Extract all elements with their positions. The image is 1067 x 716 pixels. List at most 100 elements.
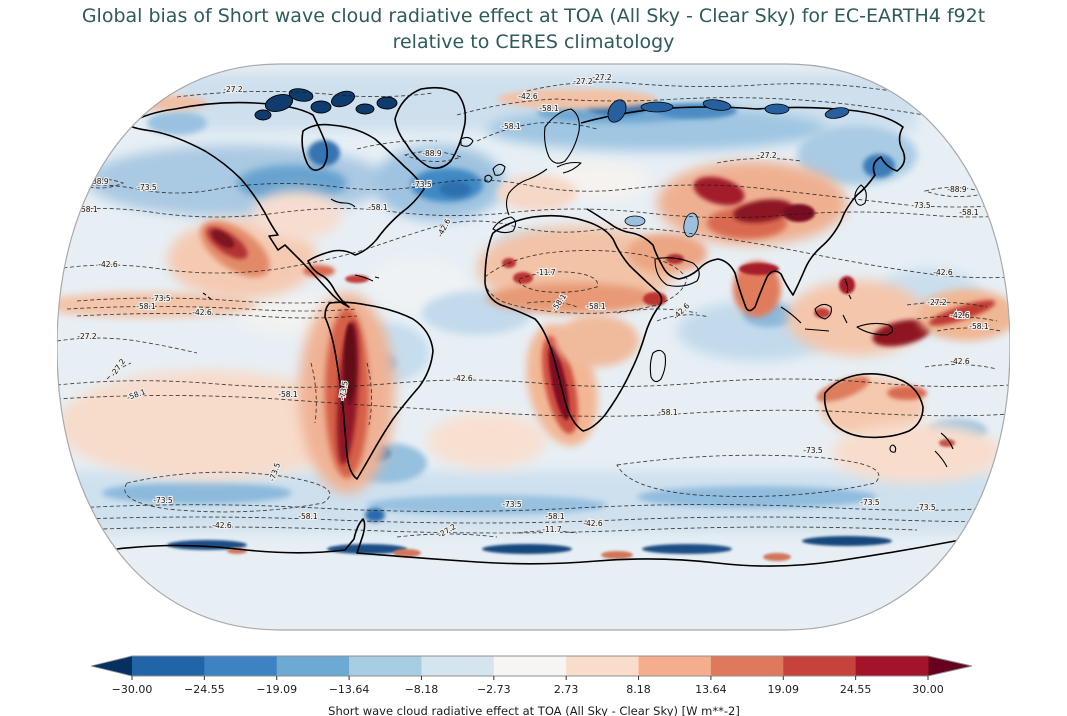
contour-label: -11.7 — [536, 268, 556, 277]
contour-label: -73.5 — [151, 294, 171, 303]
contour-label: -58.1 — [586, 302, 606, 311]
coast-arabia — [654, 257, 700, 287]
colorbar-tick-label: 24.55 — [840, 683, 872, 696]
contour-label: -58.1 — [136, 302, 156, 311]
colorbar: −30.00 −24.55 −19.09 −13.64 −8.18 −2.73 2.73 8.… — [88, 655, 980, 716]
contour-label: -11.7 — [542, 525, 562, 534]
contour-label: -42.6 — [933, 268, 953, 277]
coast-asia — [580, 106, 906, 312]
contour-label: -42.6 — [98, 260, 118, 269]
coast-australia — [823, 373, 924, 439]
contour-label: -27.2 — [77, 332, 97, 341]
contour-label: -73.5 — [916, 503, 936, 512]
siberian-coast-islands — [607, 99, 850, 123]
contour-label: -73.5 — [911, 201, 931, 210]
map-canvas: -27.2-27.2 -27.2-42.6-58.1-58.1-88.9-73.5… — [56, 63, 1011, 631]
coast-scandinavia — [543, 108, 580, 164]
colorbar-tick-label: −2.73 — [477, 683, 511, 696]
coast-greenland — [394, 86, 467, 169]
contour-labels: -27.2-27.2 -27.2-42.6-58.1-58.1-88.9-73.5… — [76, 72, 990, 541]
coast-iceland — [460, 136, 474, 147]
contour-label: -88.9 — [947, 185, 967, 194]
contour-label: -58.1 — [658, 408, 678, 417]
colorbar-tick-label: 2.73 — [554, 683, 579, 696]
colorbar-over-arrow — [928, 656, 972, 676]
colorbar-bin — [710, 656, 784, 676]
coast-antarctica — [57, 518, 1010, 630]
colorbar-bin — [638, 656, 712, 676]
colorbar-tick-label: 30.00 — [912, 683, 944, 696]
colorbar-bin — [349, 656, 422, 676]
contour-label: -27.2 — [757, 151, 777, 160]
colorbar-canvas: −30.00 −24.55 −19.09 −13.64 −8.18 −2.73 2.73 8.… — [90, 655, 973, 696]
colorbar-tick-label: 8.18 — [626, 683, 651, 696]
contour-lines — [57, 81, 1010, 538]
colorbar-label: Short wave cloud radiative effect at TOA… — [328, 704, 740, 716]
contour-label: -42.6 — [950, 357, 970, 366]
colorbar-bin — [855, 656, 929, 676]
coast-maritime-continent — [780, 278, 852, 332]
coast-south-america — [324, 301, 434, 480]
contour-label: -42.6 — [453, 374, 473, 383]
contour-label: -73.5 — [412, 180, 432, 189]
hawaii-islands — [202, 292, 212, 300]
contour-label: -27.2 — [573, 77, 593, 86]
contour-label: -58.1 — [368, 203, 388, 212]
contour-label: -73.5 — [860, 498, 880, 507]
contour-label: -73.5 — [153, 496, 173, 505]
contour-label: -58.1 — [959, 208, 979, 217]
figure-title-line1: Global bias of Short wave cloud radiativ… — [81, 5, 986, 27]
map-frame — [56, 63, 1011, 631]
colorbar-bin — [783, 656, 857, 676]
coast-japan — [854, 184, 867, 206]
contour-label: -58.1 — [545, 512, 565, 521]
contour-label: -42.6 — [518, 92, 538, 101]
coastlines — [57, 86, 1010, 630]
colorbar-tick-label: −8.18 — [405, 683, 439, 696]
colorbar-tick-label: −13.64 — [329, 683, 370, 696]
colorbar-tick-label: −30.00 — [112, 683, 153, 696]
coast-madagascar — [649, 349, 667, 383]
contour-label: -58.1 — [539, 104, 559, 113]
contour-label: -88.9 — [89, 177, 109, 186]
colorbar-bin — [566, 656, 640, 676]
contour-label: -58.1 — [501, 122, 521, 131]
contour-label: -42.6 — [212, 521, 232, 530]
coast-africa — [484, 214, 663, 432]
contour-label: -58.1 — [969, 322, 989, 331]
colorbar-tick-label: −24.55 — [184, 683, 225, 696]
coast-north-america — [126, 101, 425, 308]
coast-europe-mainland — [505, 161, 582, 216]
contour-label: -42.6 — [950, 311, 970, 320]
contour-label: -42.6 — [192, 308, 212, 317]
colorbar-bin — [421, 656, 495, 676]
figure-title: Global bias of Short wave cloud radiativ… — [0, 3, 1067, 55]
colorbar-under-arrow — [91, 656, 132, 676]
coast-new-guinea — [856, 322, 894, 336]
contour-label: -58.1 — [298, 512, 318, 521]
coast-british-isles — [484, 163, 506, 183]
figure-title-line2: relative to CERES climatology — [392, 31, 675, 53]
coast-iberia — [492, 216, 517, 234]
contour-label: -73.5 — [803, 446, 823, 455]
colorbar-bin — [204, 656, 278, 676]
contour-label: -27.2 — [927, 298, 947, 307]
contour-label: -27.2 — [223, 85, 243, 94]
great-lakes — [330, 198, 356, 208]
black-sea — [624, 215, 646, 227]
coast-tasmania-nz — [889, 432, 954, 468]
bias-shading — [57, 73, 1010, 561]
colorbar-tick-label: 19.09 — [768, 683, 800, 696]
contour-label: -73.5 — [137, 183, 157, 192]
colorbar-bin — [493, 656, 567, 676]
colorbar-bin — [276, 656, 350, 676]
contour-label: -42.6 — [583, 519, 603, 528]
caribbean-islands — [354, 274, 380, 282]
arctic-archipelago — [254, 88, 398, 121]
contour-label: -27.2 — [592, 73, 612, 82]
contour-label: -73.5 — [502, 500, 522, 509]
lakes-and-seas — [624, 212, 699, 238]
colorbar-tick-label: 13.64 — [695, 683, 727, 696]
colorbar-bin — [132, 656, 205, 676]
